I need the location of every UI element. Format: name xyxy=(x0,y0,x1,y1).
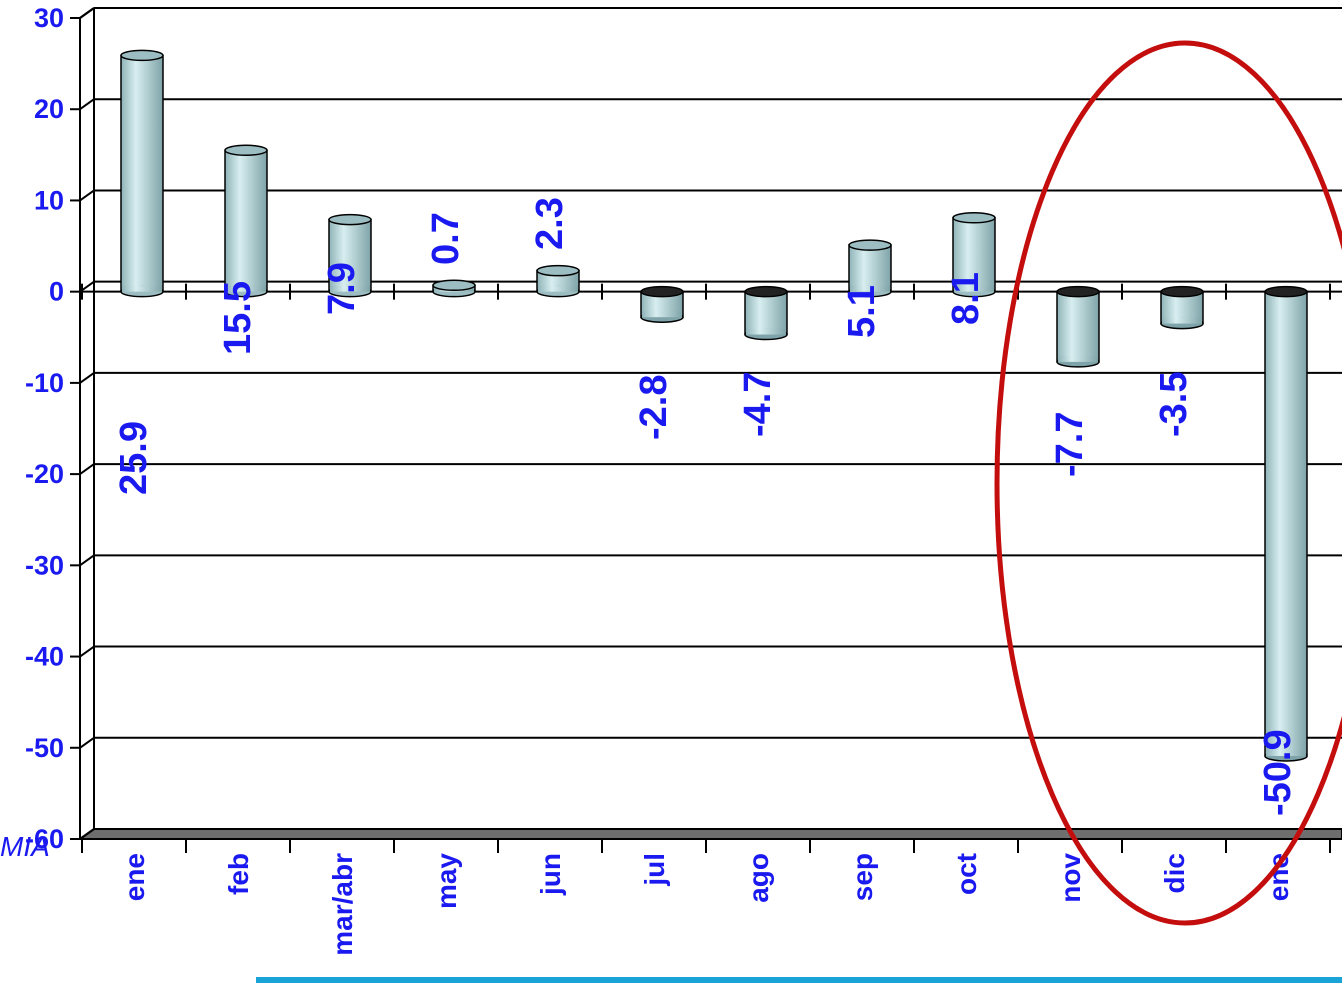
bar-body xyxy=(120,54,164,293)
bar-top-cap xyxy=(952,212,996,224)
data-label: 5.1 xyxy=(841,285,883,338)
bar xyxy=(744,285,788,341)
data-label: 8.1 xyxy=(945,272,987,325)
chart-floor xyxy=(76,828,1342,840)
y-tick-label: -60 xyxy=(25,824,64,854)
x-tick-label: oct xyxy=(951,853,982,895)
y-tick-depth xyxy=(79,645,95,658)
bar-cap-mask xyxy=(850,285,890,292)
bar-top-cap xyxy=(328,213,372,226)
x-tick-label: dic xyxy=(1159,853,1190,893)
bar xyxy=(120,49,164,298)
bar-body xyxy=(848,244,892,293)
bar-body xyxy=(224,149,268,293)
x-tick-label: jul xyxy=(639,853,670,887)
bar-top-cap xyxy=(1264,285,1308,298)
bar-top-cap xyxy=(432,279,476,292)
y-tick-label: -50 xyxy=(25,733,64,763)
bar-top-cap xyxy=(1160,285,1204,298)
bar-top-cap xyxy=(120,49,164,62)
bar-cap-mask xyxy=(1266,749,1306,756)
x-tick-label: jun xyxy=(535,853,566,896)
y-tick-depth xyxy=(79,189,95,202)
y-tick-label: 20 xyxy=(34,94,64,124)
bar xyxy=(536,264,580,298)
bar-cap-mask xyxy=(954,285,994,292)
bar xyxy=(328,213,372,298)
bar-top-cap xyxy=(1056,285,1100,298)
bar xyxy=(952,212,996,298)
bar-body xyxy=(328,218,372,293)
data-label: -7.7 xyxy=(1049,412,1091,477)
bar xyxy=(224,144,268,298)
x-tick-label: sep xyxy=(847,853,878,901)
data-label: -2.8 xyxy=(633,375,675,440)
highlight-ellipse xyxy=(994,40,1342,926)
bar-body xyxy=(1264,290,1308,757)
y-tick-depth xyxy=(79,828,95,840)
footer-text: MIA xyxy=(0,831,50,862)
bar-cap-mask xyxy=(226,285,266,292)
bar-cap-mask xyxy=(642,311,682,318)
y-tick-depth xyxy=(79,736,95,749)
x-tick-label: ago xyxy=(743,853,774,903)
x-tick-label: may xyxy=(431,853,462,909)
y-tick-label: -40 xyxy=(25,642,64,672)
bar xyxy=(1160,285,1204,330)
bar xyxy=(1264,285,1308,762)
bar xyxy=(640,285,684,323)
bar-top-cap xyxy=(536,264,580,277)
data-label: -50.9 xyxy=(1257,729,1299,816)
y-tick-label: -30 xyxy=(25,550,64,580)
x-tick-label: feb xyxy=(223,853,254,895)
bar-cap-mask xyxy=(330,285,370,292)
data-label: 2.3 xyxy=(529,197,571,250)
y-tick-depth xyxy=(79,372,95,384)
y-tick-label: 0 xyxy=(49,277,64,307)
bar-cap-mask xyxy=(746,328,786,335)
bar-cap-mask xyxy=(122,285,162,292)
bar-top-cap xyxy=(848,239,892,251)
bar xyxy=(432,279,476,298)
bar xyxy=(848,239,892,298)
y-tick-depth xyxy=(79,554,95,567)
axis-layer xyxy=(70,7,1342,853)
data-label: 0.7 xyxy=(425,212,467,265)
data-label: 7.9 xyxy=(321,262,363,315)
bar-layer xyxy=(120,49,1308,762)
data-label: 25.9 xyxy=(113,421,155,495)
y-tick-label: 10 xyxy=(34,185,64,215)
x-tick-label: mar/abr xyxy=(327,853,358,956)
bar-top-cap xyxy=(640,285,684,298)
y-tick-label: 30 xyxy=(34,3,64,33)
data-label-layer: 25.9 15.5 7.9 0.7 2.3 -2.8 -4.7 5.1 8.1 -7.7 -3.5 -… xyxy=(113,197,1299,816)
data-label: -3.5 xyxy=(1153,372,1195,437)
x-tick-label-layer: ene feb mar/abr may jun jul ago sep oct nov dic ene xyxy=(119,853,1294,956)
y-tick-depth xyxy=(79,98,95,111)
y-tick-depth xyxy=(79,463,95,475)
bar-body xyxy=(744,290,788,336)
y-tick-label: -20 xyxy=(25,459,64,489)
data-label: 15.5 xyxy=(217,281,259,355)
bar xyxy=(1056,285,1100,368)
bar-cap-mask xyxy=(1058,355,1098,362)
data-label: -4.7 xyxy=(737,372,779,437)
y-tick-label-layer: 30 20 10 0 -10 -20 -30 -40 -50 -60 xyxy=(25,3,64,854)
x-tick-label: ene xyxy=(119,853,150,901)
bar-cap-mask xyxy=(1162,317,1202,324)
x-tick-label: nov xyxy=(1055,853,1086,903)
y-tick-label: -10 xyxy=(25,368,64,398)
y-tick-depth xyxy=(79,7,95,19)
bar-cap-mask xyxy=(538,285,578,292)
bar-top-cap xyxy=(744,285,788,298)
bar-body xyxy=(1056,290,1100,363)
bar-top-cap xyxy=(224,144,268,157)
